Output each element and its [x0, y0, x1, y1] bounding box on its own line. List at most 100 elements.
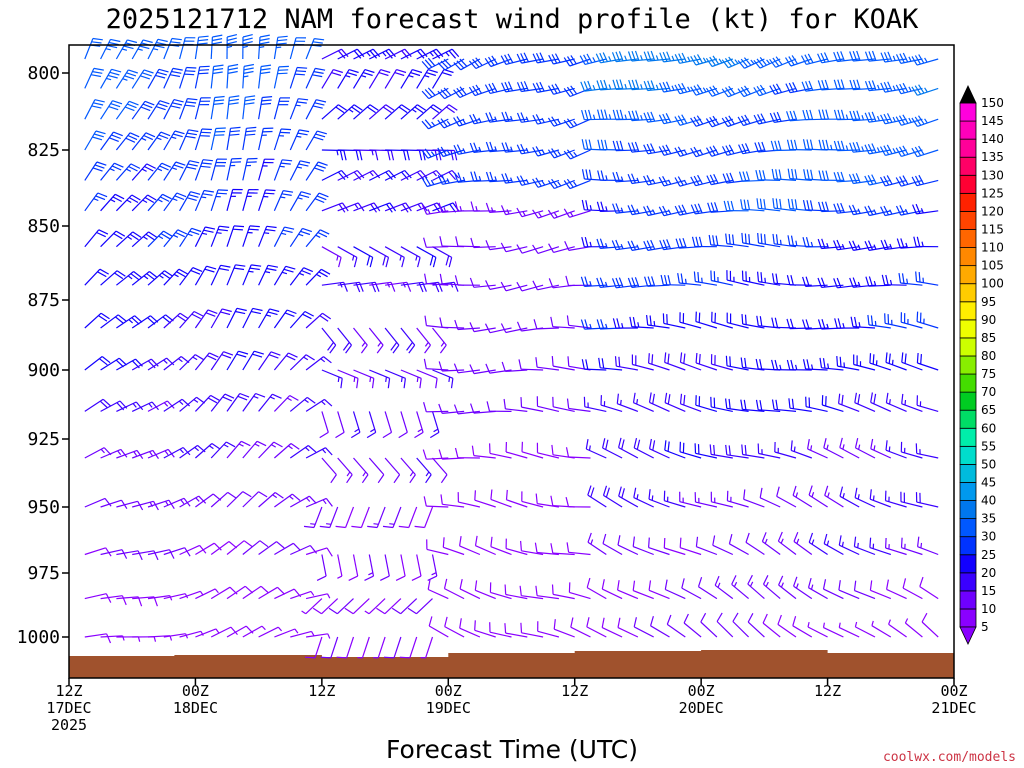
- wind-barb: [353, 246, 374, 268]
- wind-barb-half-feather: [310, 523, 316, 525]
- wind-barb: [226, 491, 252, 508]
- wind-barb-feather: [194, 354, 205, 361]
- wind-barb-staff: [289, 354, 307, 371]
- wind-barb-feather: [883, 205, 890, 216]
- wind-barb-feather: [611, 278, 617, 289]
- wind-barb-staff: [632, 546, 654, 556]
- wind-barb: [793, 531, 813, 555]
- wind-barb-staff: [346, 636, 355, 659]
- wind-barb-feather: [822, 579, 827, 590]
- wind-barb: [471, 445, 496, 459]
- wind-barb-staff: [194, 159, 204, 181]
- wind-barb-feather: [406, 342, 413, 351]
- wind-barb: [648, 489, 670, 508]
- wind-barb-feather: [382, 431, 392, 439]
- wind-barb-feather: [917, 115, 925, 125]
- wind-barb: [627, 277, 654, 288]
- wind-barb: [131, 100, 155, 120]
- wind-barb-feather: [715, 235, 719, 246]
- wind-barb-feather: [107, 45, 118, 49]
- wind-barb-staff: [884, 246, 907, 251]
- wind-barb-feather: [615, 171, 621, 182]
- wind-barb-feather: [488, 56, 495, 66]
- wind-barb-feather: [570, 55, 577, 65]
- wind-barb: [400, 327, 416, 354]
- wind-barb-staff: [258, 159, 265, 181]
- wind-barb-feather: [551, 584, 554, 595]
- wind-barb-staff: [774, 207, 797, 212]
- wind-barb-half-feather: [281, 271, 288, 275]
- wind-barb-feather: [756, 58, 764, 68]
- wind-barb-feather: [729, 356, 731, 367]
- wind-barb-feather: [439, 317, 443, 328]
- wind-barb-staff: [353, 281, 376, 286]
- wind-barb-feather: [382, 106, 392, 114]
- wind-barb-staff: [868, 324, 891, 329]
- wind-barb-feather: [633, 437, 638, 449]
- wind-barb-feather: [380, 575, 390, 581]
- wind-barb-feather: [314, 102, 325, 106]
- wind-barb-staff: [84, 192, 99, 212]
- wind-barb-feather: [917, 536, 920, 547]
- wind-barb-half-feather: [281, 232, 287, 235]
- wind-barb-feather: [390, 342, 398, 351]
- wind-barb-feather: [551, 84, 558, 94]
- wind-barb-feather: [741, 232, 744, 243]
- wind-barb-feather: [754, 142, 759, 153]
- wind-barb-staff: [426, 457, 449, 460]
- wind-barb-staff: [457, 327, 480, 331]
- wind-barb-feather: [302, 313, 312, 320]
- wind-barb: [469, 322, 496, 333]
- wind-barb-feather: [586, 617, 590, 628]
- wind-barb: [163, 161, 186, 181]
- wind-barb-feather: [605, 439, 609, 450]
- wind-barb-half-feather: [448, 376, 451, 382]
- wind-barb-feather: [762, 170, 766, 181]
- wind-barb-feather: [520, 112, 526, 123]
- wind-barb-feather: [186, 101, 197, 104]
- wind-barb: [84, 547, 112, 557]
- wind-barb: [453, 116, 481, 127]
- wind-barb-staff: [648, 498, 670, 508]
- wind-barb-feather: [790, 359, 794, 370]
- wind-barb-staff: [679, 451, 702, 459]
- wind-barb: [194, 394, 220, 412]
- wind-barb-feather: [744, 85, 751, 95]
- wind-barb-feather: [296, 101, 307, 104]
- wind-barb-staff: [84, 38, 94, 60]
- wind-barb-feather: [454, 319, 459, 330]
- wind-barb-feather: [651, 354, 654, 365]
- wind-barb-half-feather: [417, 203, 422, 209]
- wind-barb-half-feather: [822, 622, 825, 628]
- wind-barb-staff: [210, 128, 217, 151]
- wind-barb-staff: [726, 279, 749, 286]
- wind-barb-feather: [805, 237, 810, 247]
- wind-barb-feather: [792, 82, 798, 92]
- wind-barb-feather: [904, 353, 907, 364]
- wind-barb-feather: [649, 438, 652, 449]
- wind-barb-feather: [902, 82, 909, 93]
- wind-barb-feather: [411, 575, 422, 581]
- wind-barb-half-feather: [826, 243, 829, 249]
- wind-barb-feather: [732, 234, 735, 245]
- wind-barb-feather: [322, 312, 332, 320]
- wind-barb-feather: [501, 173, 507, 184]
- wind-barb: [535, 585, 559, 600]
- wind-barb-half-feather: [195, 497, 200, 502]
- wind-barb: [289, 98, 309, 120]
- wind-barb-feather: [581, 199, 585, 210]
- wind-barb: [788, 398, 812, 412]
- wind-barb-feather: [916, 236, 921, 247]
- wind-barb-staff: [695, 118, 718, 127]
- wind-barb-staff: [521, 406, 544, 412]
- wind-barb-staff: [921, 621, 939, 638]
- wind-barb-feather: [244, 98, 255, 102]
- wind-barb-staff: [432, 246, 452, 258]
- wind-barb-feather: [196, 396, 205, 404]
- wind-barb-feather: [869, 489, 872, 500]
- wind-barb-half-feather: [557, 181, 562, 187]
- wind-barb-staff: [650, 625, 670, 638]
- wind-barb-half-feather: [589, 241, 592, 247]
- wind-barb-feather: [744, 445, 747, 456]
- wind-barb-feather: [157, 71, 167, 76]
